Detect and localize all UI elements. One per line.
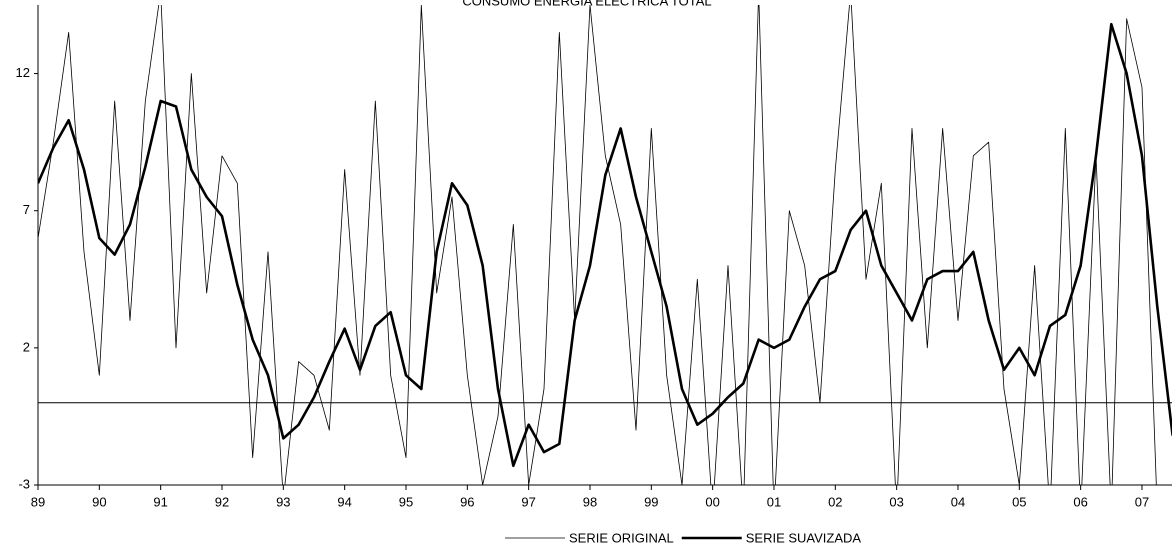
y-tick-label: 12 [16, 65, 30, 80]
series-line [38, 5, 1157, 485]
x-tick-label: 94 [337, 494, 351, 509]
x-tick-label: 89 [31, 494, 45, 509]
x-tick-label: 91 [153, 494, 167, 509]
x-tick-label: 92 [215, 494, 229, 509]
x-tick-label: 96 [460, 494, 474, 509]
x-tick-label: 90 [92, 494, 106, 509]
x-tick-label: 05 [1012, 494, 1026, 509]
x-tick-label: 93 [276, 494, 290, 509]
x-tick-label: 97 [521, 494, 535, 509]
x-tick-label: 98 [583, 494, 597, 509]
chart-title: CONSUMO ENERGIA ELECTRICA TOTAL [462, 0, 711, 8]
y-tick-label: 7 [23, 202, 30, 217]
x-tick-label: 01 [767, 494, 781, 509]
y-tick-label: 2 [23, 339, 30, 354]
plot-area [38, 5, 1172, 485]
x-tick-label: 07 [1135, 494, 1149, 509]
x-tick-label: 99 [644, 494, 658, 509]
x-tick-label: 03 [889, 494, 903, 509]
legend-label: SERIE SUAVIZADA [746, 530, 862, 545]
x-tick-label: 04 [951, 494, 965, 509]
x-tick-label: 95 [399, 494, 413, 509]
legend-label: SERIE ORIGINAL [569, 530, 674, 545]
series-line [38, 22, 1172, 468]
x-tick-label: 02 [828, 494, 842, 509]
x-tick-label: 06 [1073, 494, 1087, 509]
y-tick-label: -3 [18, 476, 30, 491]
x-tick-label: 00 [705, 494, 719, 509]
